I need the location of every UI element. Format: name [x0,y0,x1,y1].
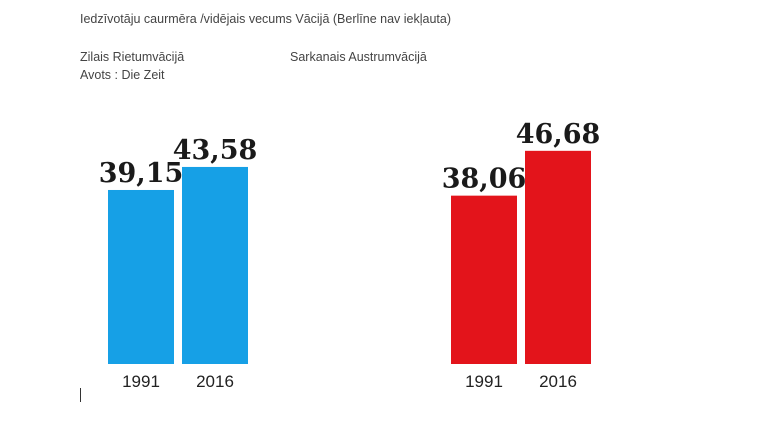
bar-west-2016 [182,166,248,364]
tick-label-west-2016: 2016 [196,372,234,391]
bar-east-1991 [451,195,517,364]
text-cursor [80,388,81,402]
tick-label-east-1991: 1991 [465,372,503,391]
source-note: Avots : Die Zeit [80,68,165,82]
tick-label-east-2016: 2016 [539,372,577,391]
bar-west-1991 [108,189,174,364]
data-label-west-1991: 39,15 [99,158,184,189]
tick-label-west-1991: 1991 [122,372,160,391]
legend-note-west: Zilais Rietumvācijā [80,50,185,64]
legend-note-east: Sarkanais Austrumvācijā [290,50,427,64]
chart-title: Iedzīvotāju caurmēra /vidējais vecums Vā… [80,12,452,26]
data-label-east-1991: 38,06 [442,164,527,195]
bar-east-2016 [525,150,591,364]
data-label-east-2016: 46,68 [516,119,601,150]
data-label-west-2016: 43,58 [173,135,258,166]
